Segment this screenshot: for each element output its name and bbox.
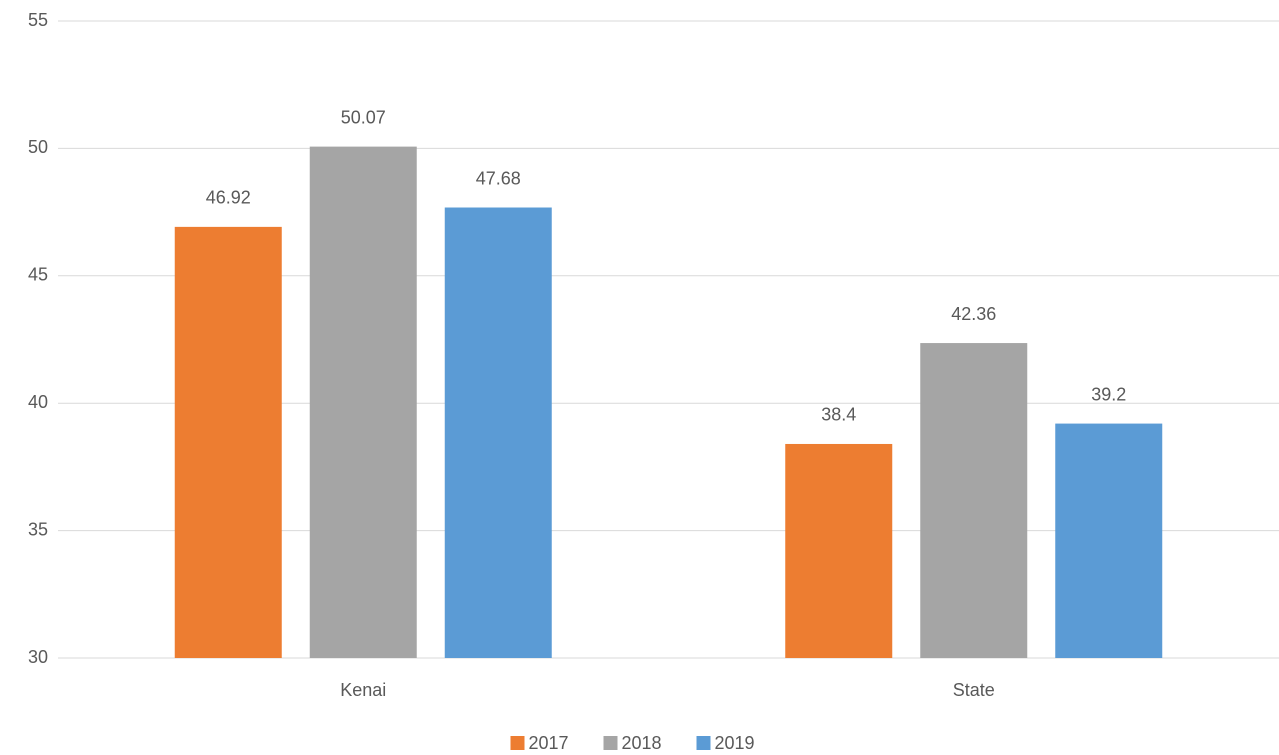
bar (309, 146, 417, 658)
data-label: 42.36 (951, 304, 996, 324)
bar (444, 207, 552, 658)
y-tick-label: 35 (28, 519, 48, 539)
data-label: 38.4 (821, 405, 856, 425)
x-tick-label: State (953, 680, 995, 700)
legend-swatch (603, 736, 618, 750)
bar (1055, 423, 1163, 658)
y-tick-label: 50 (28, 137, 48, 157)
x-tick-label: Kenai (340, 680, 386, 700)
data-label: 46.92 (206, 188, 251, 208)
data-label: 47.68 (476, 168, 521, 188)
legend-swatch (696, 736, 711, 750)
legend-swatch (510, 736, 525, 750)
bar (174, 226, 282, 658)
y-tick-label: 40 (28, 392, 48, 412)
data-label: 50.07 (341, 107, 386, 127)
legend-label: 2019 (715, 733, 755, 753)
bar (785, 443, 893, 658)
y-tick-label: 55 (28, 10, 48, 30)
y-tick-label: 45 (28, 265, 48, 285)
legend-label: 2018 (622, 733, 662, 753)
data-label: 39.2 (1091, 384, 1126, 404)
y-tick-label: 30 (28, 647, 48, 667)
bar (920, 343, 1028, 658)
legend-label: 2017 (529, 733, 569, 753)
